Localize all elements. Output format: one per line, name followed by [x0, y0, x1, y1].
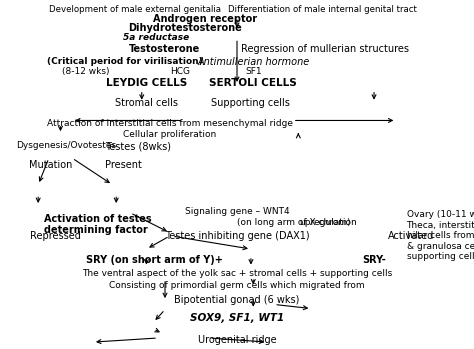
Text: (8-12 wks): (8-12 wks) [62, 67, 110, 76]
Text: Activation of testes
determining factor: Activation of testes determining factor [44, 214, 152, 236]
Text: Regression of mullerian structures: Regression of mullerian structures [241, 44, 409, 54]
Text: Dysgenesis/Ovotestes: Dysgenesis/Ovotestes [16, 141, 117, 150]
Text: LEYDIG CELLS: LEYDIG CELLS [106, 78, 187, 88]
Text: (on long arm of X chrom): (on long arm of X chrom) [237, 218, 350, 227]
Text: SERTOLI CELLS: SERTOLI CELLS [210, 78, 297, 88]
Text: SRY-: SRY- [362, 255, 386, 265]
Text: The ventral aspect of the yolk sac + stromal cells + supporting cells: The ventral aspect of the yolk sac + str… [82, 269, 392, 277]
Text: Signaling gene – WNT4: Signaling gene – WNT4 [185, 207, 289, 216]
Text: Present: Present [105, 160, 141, 170]
Text: Differentiation of male internal genital tract: Differentiation of male internal genital… [228, 5, 417, 14]
Text: SOX9, SF1, WT1: SOX9, SF1, WT1 [190, 313, 284, 323]
Text: upregulation: upregulation [300, 218, 357, 227]
Text: HCG: HCG [170, 67, 190, 76]
Text: Ovary (10-11 wks)
Theca, interstitial,
hilar cells from stroma
& granulosa cells: Ovary (10-11 wks) Theca, interstitial, h… [407, 210, 474, 261]
Text: Testes inhibiting gene (DAX1): Testes inhibiting gene (DAX1) [164, 231, 310, 241]
Text: SF1: SF1 [245, 67, 262, 76]
Text: Stromal cells: Stromal cells [115, 98, 178, 107]
Text: Bipotential gonad (6 wks): Bipotential gonad (6 wks) [174, 295, 300, 305]
Text: 5a reductase: 5a reductase [123, 32, 190, 42]
Text: Development of male external genitalia: Development of male external genitalia [49, 5, 221, 14]
Text: Attraction of interstitial cells from mesenchymal ridge: Attraction of interstitial cells from me… [46, 119, 292, 128]
Text: Activated: Activated [388, 231, 434, 241]
Text: Urogenital ridge: Urogenital ridge [198, 335, 276, 345]
Text: Testes (8wks): Testes (8wks) [105, 141, 171, 151]
Text: Testosterone: Testosterone [129, 44, 201, 54]
Text: (Critical period for virilisation): (Critical period for virilisation) [46, 57, 202, 66]
Text: Androgen receptor: Androgen receptor [154, 14, 257, 24]
Text: Repressed: Repressed [30, 231, 81, 241]
Text: Mutation: Mutation [29, 160, 72, 170]
Text: Supporting cells: Supporting cells [211, 98, 291, 107]
Text: Dihydrotestosterone: Dihydrotestosterone [128, 23, 242, 33]
Text: SRY (on short arm of Y)+: SRY (on short arm of Y)+ [86, 255, 223, 265]
Text: Consisting of primordial germ cells which migrated from: Consisting of primordial germ cells whic… [109, 281, 365, 290]
Text: Cellular proliferation: Cellular proliferation [123, 130, 216, 139]
Text: Antimullerian hormone: Antimullerian hormone [197, 57, 310, 67]
